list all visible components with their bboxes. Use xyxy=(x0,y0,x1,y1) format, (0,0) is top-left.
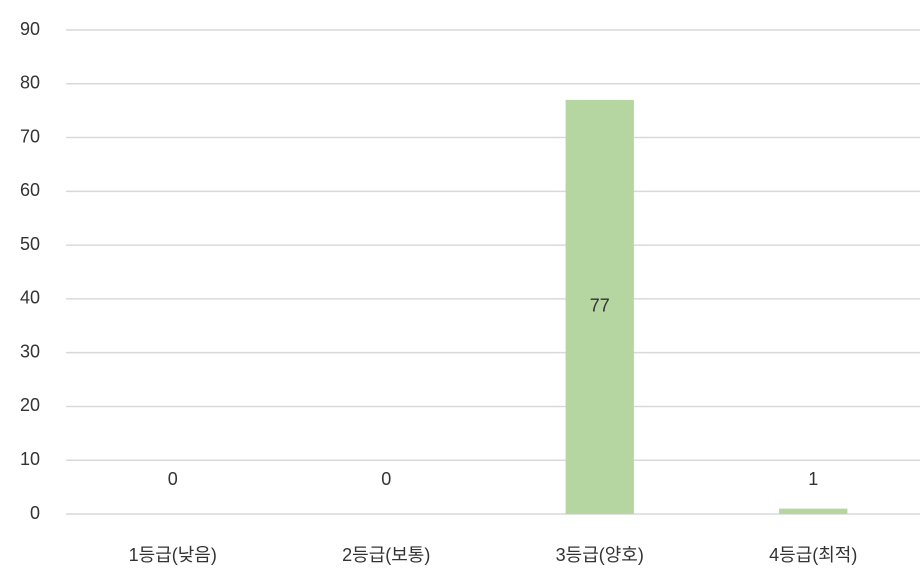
y-tick-label: 10 xyxy=(20,449,40,469)
x-tick-label: 4등급(최적) xyxy=(769,545,857,565)
bar xyxy=(565,99,634,515)
y-tick-label: 30 xyxy=(20,341,40,361)
bar xyxy=(779,508,848,514)
y-tick-label: 60 xyxy=(20,180,40,200)
data-label: 0 xyxy=(168,469,178,489)
data-label: 77 xyxy=(590,296,610,316)
y-tick-label: 0 xyxy=(30,503,40,523)
x-tick-label: 1등급(낮음) xyxy=(129,545,217,565)
y-tick-label: 50 xyxy=(20,234,40,254)
y-tick-label: 20 xyxy=(20,395,40,415)
data-label: 1 xyxy=(808,469,818,489)
data-label: 0 xyxy=(381,469,391,489)
x-tick-label: 2등급(보통) xyxy=(342,545,430,565)
y-tick-label: 40 xyxy=(20,288,40,308)
y-tick-label: 70 xyxy=(20,126,40,146)
x-tick-label: 3등급(양호) xyxy=(556,545,644,565)
y-tick-label: 90 xyxy=(20,19,40,39)
y-tick-label: 80 xyxy=(20,73,40,93)
